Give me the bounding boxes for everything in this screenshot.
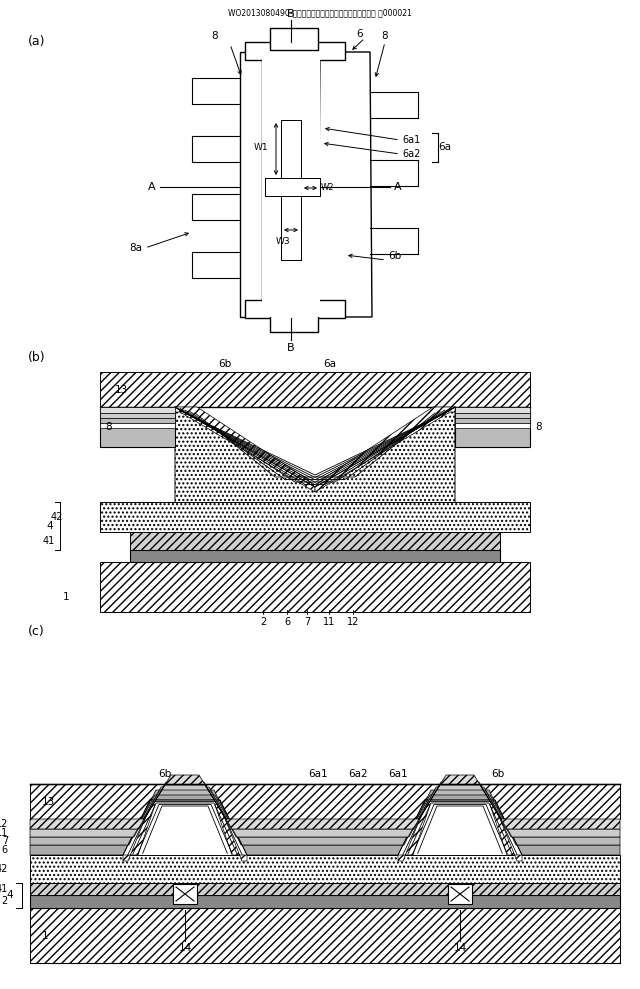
Bar: [245, 42, 345, 60]
Text: 6a1: 6a1: [308, 769, 328, 779]
Bar: [455, 407, 530, 413]
Bar: [455, 418, 530, 423]
Bar: [455, 413, 530, 418]
Text: 11: 11: [0, 828, 8, 838]
Text: W2: W2: [321, 184, 335, 193]
Text: 8: 8: [535, 422, 541, 432]
Bar: [173, 884, 197, 904]
Bar: [130, 550, 500, 562]
Text: 1: 1: [42, 931, 49, 941]
Polygon shape: [30, 782, 620, 837]
Bar: [100, 407, 175, 413]
Polygon shape: [30, 787, 620, 845]
Bar: [281, 120, 301, 260]
Text: 6b: 6b: [388, 251, 401, 261]
Polygon shape: [30, 790, 620, 855]
Bar: [100, 502, 530, 532]
Text: 6a: 6a: [323, 359, 337, 369]
Text: 14: 14: [179, 943, 191, 953]
Text: 42: 42: [51, 512, 63, 522]
Text: 6: 6: [284, 617, 290, 627]
Bar: [100, 407, 175, 447]
Text: 41: 41: [43, 536, 55, 546]
Polygon shape: [175, 407, 315, 492]
Bar: [265, 178, 320, 196]
Polygon shape: [100, 372, 530, 407]
Bar: [30, 784, 620, 819]
Text: W1: W1: [253, 142, 268, 151]
Text: A: A: [148, 182, 156, 192]
Text: B: B: [287, 9, 295, 19]
Bar: [100, 423, 175, 428]
Text: 6a: 6a: [438, 142, 451, 152]
Bar: [240, 52, 262, 317]
Bar: [448, 884, 472, 904]
Text: 2: 2: [260, 617, 266, 627]
Polygon shape: [318, 52, 372, 317]
Text: 6b: 6b: [218, 359, 232, 369]
Text: 4: 4: [6, 890, 13, 900]
Text: 6a2: 6a2: [348, 769, 368, 779]
Text: 7: 7: [304, 617, 310, 627]
Text: (a): (a): [28, 36, 45, 48]
Bar: [30, 883, 620, 895]
Text: 4: 4: [47, 521, 53, 531]
Text: 8a: 8a: [129, 243, 142, 253]
Text: 42: 42: [0, 864, 8, 874]
Text: 6b: 6b: [492, 769, 504, 779]
Polygon shape: [123, 800, 155, 861]
Text: W3: W3: [276, 237, 291, 246]
Bar: [30, 855, 620, 883]
Text: 13: 13: [42, 797, 55, 807]
Polygon shape: [215, 800, 247, 861]
Text: 8: 8: [212, 31, 218, 41]
Text: 6: 6: [356, 29, 363, 39]
Text: B: B: [287, 343, 295, 353]
Polygon shape: [30, 908, 620, 963]
Bar: [245, 300, 345, 318]
Text: 6: 6: [2, 845, 8, 855]
Text: 7: 7: [2, 836, 8, 846]
Text: 41: 41: [0, 884, 8, 894]
Polygon shape: [123, 800, 247, 855]
Text: 1: 1: [63, 592, 70, 602]
Text: WO2013080490-有機ＥＬ表示パネルおよびその製造方法 図000021: WO2013080490-有機ＥＬ表示パネルおよびその製造方法 図000021: [228, 8, 412, 17]
Bar: [130, 532, 500, 550]
Polygon shape: [30, 775, 620, 829]
Bar: [262, 52, 320, 317]
Polygon shape: [490, 800, 522, 861]
Polygon shape: [398, 800, 522, 855]
Text: 13: 13: [115, 385, 128, 395]
Text: 12: 12: [347, 617, 359, 627]
Text: (c): (c): [28, 625, 45, 639]
Text: 2: 2: [2, 896, 8, 906]
Polygon shape: [175, 407, 455, 522]
Text: 6a2: 6a2: [402, 149, 420, 159]
Text: 6a1: 6a1: [402, 135, 420, 145]
Bar: [270, 28, 318, 50]
Text: 11: 11: [323, 617, 335, 627]
Text: 14: 14: [453, 943, 467, 953]
Text: (b): (b): [28, 351, 45, 365]
Bar: [455, 423, 530, 428]
Bar: [455, 407, 530, 447]
Polygon shape: [398, 800, 430, 861]
Bar: [30, 895, 620, 908]
Text: 8: 8: [381, 31, 388, 41]
Text: 8: 8: [105, 422, 111, 432]
Text: 6a1: 6a1: [388, 769, 408, 779]
Polygon shape: [100, 562, 530, 612]
Polygon shape: [315, 407, 455, 492]
Text: A: A: [394, 182, 402, 192]
Bar: [100, 418, 175, 423]
Bar: [270, 310, 318, 332]
Text: 6b: 6b: [158, 769, 172, 779]
Bar: [100, 413, 175, 418]
Text: 12: 12: [0, 819, 8, 829]
